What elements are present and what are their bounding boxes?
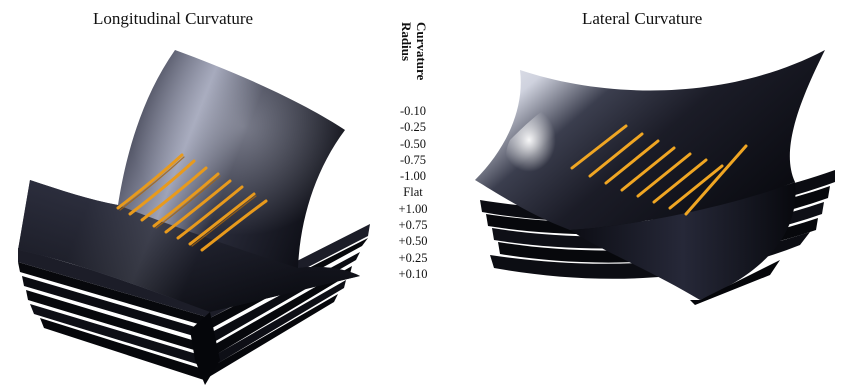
longitudinal-curvature-title: Longitudinal Curvature bbox=[93, 9, 254, 28]
scale-value: -0.75 bbox=[399, 152, 427, 167]
scale-value: +0.25 bbox=[398, 250, 428, 265]
longitudinal-curvature-render bbox=[18, 50, 370, 385]
scale-value: Flat bbox=[403, 185, 423, 200]
orange-ribs bbox=[116, 153, 268, 252]
scale-value: +0.50 bbox=[398, 234, 428, 249]
radius-heading: Radius bbox=[399, 22, 414, 62]
scale-value: -0.10 bbox=[399, 104, 427, 118]
lateral-curvature-title: Lateral Curvature bbox=[582, 9, 703, 28]
scale-value: -0.25 bbox=[399, 120, 427, 135]
lateral-curvature-render bbox=[475, 50, 835, 305]
curvature-radius-scale: -0.10 -0.25 -0.50 -0.75 -1.00 Flat +1.00 +0.75 +… bbox=[381, 103, 445, 282]
scale-value: +0.10 bbox=[398, 266, 428, 281]
scale-value: -1.00 bbox=[399, 169, 427, 184]
orange-ribs bbox=[570, 124, 748, 216]
scale-value: +1.00 bbox=[398, 201, 428, 216]
scale-value: +0.75 bbox=[398, 218, 428, 233]
scale-value: -0.50 bbox=[399, 136, 427, 151]
curved-sheet-top bbox=[475, 50, 825, 230]
curvature-heading: Curvature bbox=[414, 22, 429, 81]
